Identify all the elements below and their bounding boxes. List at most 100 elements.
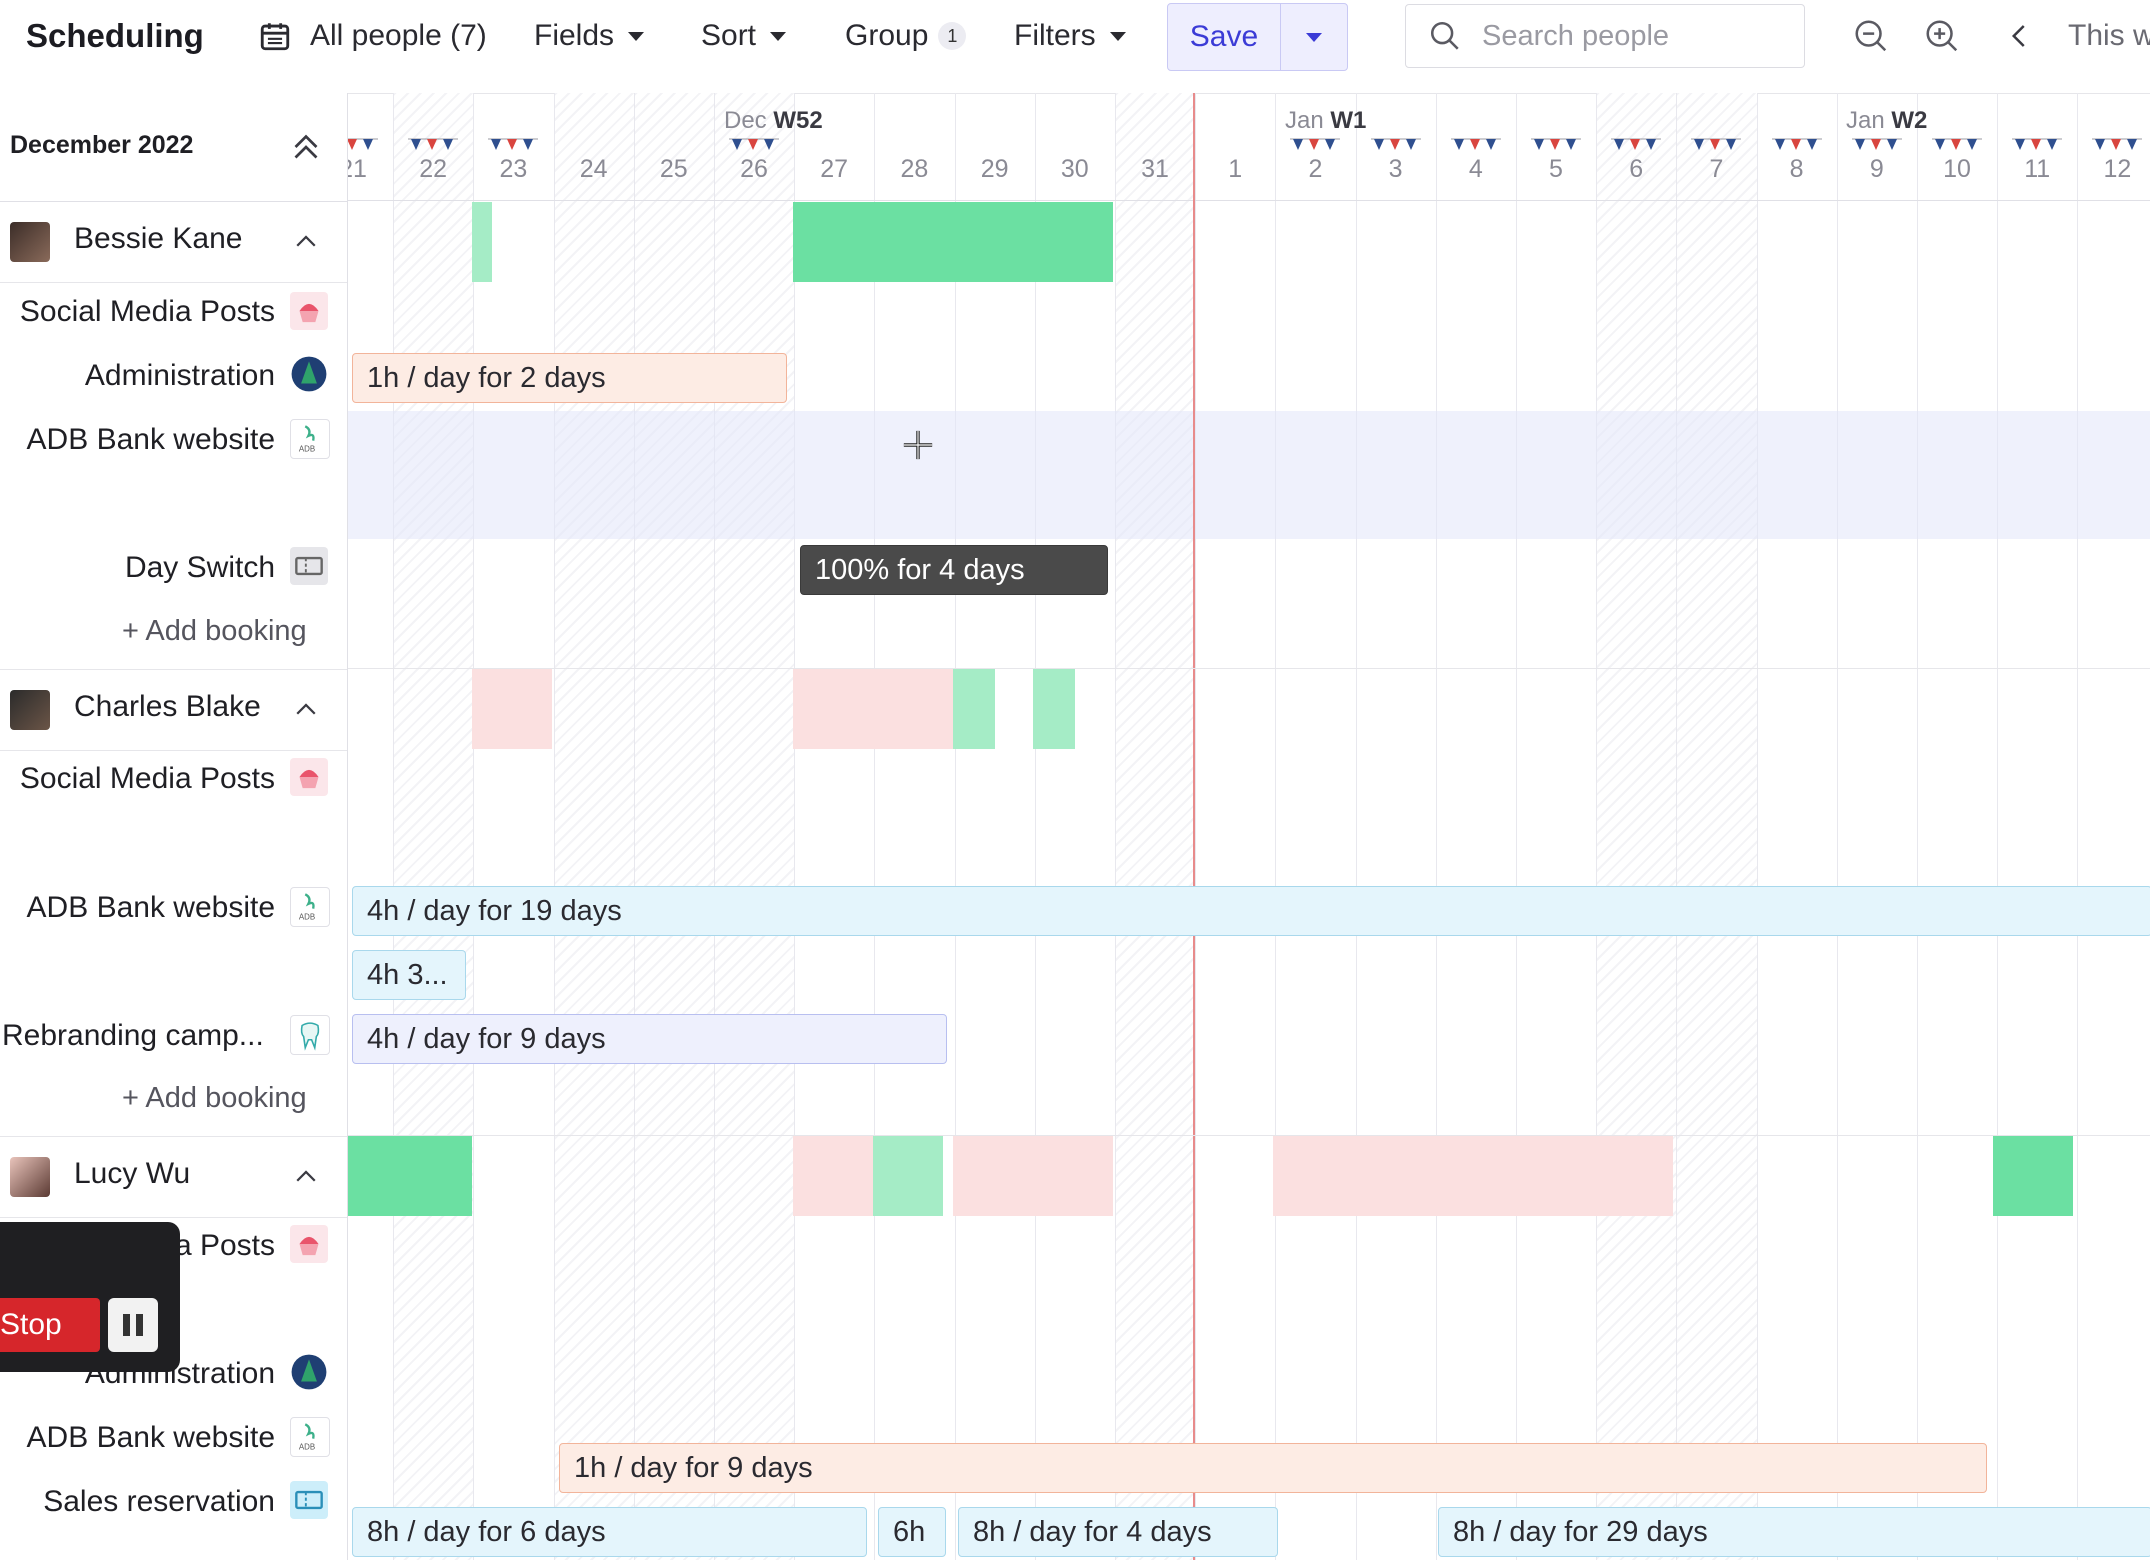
ticket-icon xyxy=(290,1481,328,1519)
booking-bar[interactable]: 4h / day for 19 days xyxy=(352,886,2150,936)
day-label: 23 xyxy=(499,155,528,183)
filters-button[interactable]: Filters xyxy=(1014,0,1126,72)
week-label-w2: Jan W2 xyxy=(1846,107,1928,134)
booking-bar[interactable]: 8h / day for 6 days xyxy=(352,1507,867,1557)
booking-bar[interactable]: 4h / day for 9 days xyxy=(352,1014,947,1064)
day-column[interactable] xyxy=(393,93,475,1560)
day-column[interactable] xyxy=(1516,93,1597,1560)
day-label: 24 xyxy=(579,155,608,183)
day-column[interactable] xyxy=(1756,93,1838,1560)
day-column[interactable] xyxy=(1676,93,1758,1560)
people-filter-button[interactable]: All people (7) xyxy=(258,0,487,72)
day-label: 8 xyxy=(1789,155,1804,183)
day-label: 31 xyxy=(1141,155,1169,183)
svg-text:ADB: ADB xyxy=(299,1443,315,1452)
day-label: 28 xyxy=(900,155,929,183)
day-column[interactable] xyxy=(794,93,875,1560)
bunting-flag-icon xyxy=(2092,138,2143,150)
booking-bar[interactable]: 1h / day for 9 days xyxy=(559,1443,1987,1493)
day-column[interactable] xyxy=(1596,93,1678,1560)
this-week-button[interactable]: This w xyxy=(2068,19,2150,52)
sort-button[interactable]: Sort xyxy=(701,0,787,72)
stop-recording-button[interactable]: Stop xyxy=(0,1298,100,1352)
day-label: 5 xyxy=(1549,155,1563,183)
day-column[interactable] xyxy=(1836,93,1918,1560)
fields-button[interactable]: Fields xyxy=(534,0,645,72)
day-label: 11 xyxy=(2024,155,2051,183)
caret-down-icon xyxy=(628,31,645,41)
booking-bar[interactable]: 6h xyxy=(878,1507,946,1557)
zoom-in-button[interactable] xyxy=(1923,0,1961,72)
schedule-grid[interactable]: Dec W52 Jan W1 Jan W2 212223242526272829… xyxy=(348,93,2150,1560)
month-label: December 2022 xyxy=(10,131,194,159)
zoom-out-icon xyxy=(1855,20,1887,52)
chevron-up-icon[interactable] xyxy=(291,227,321,257)
day-column[interactable] xyxy=(1195,93,1276,1560)
calendar-icon xyxy=(260,23,290,51)
capacity-cell xyxy=(953,669,995,749)
day-column[interactable] xyxy=(874,93,955,1560)
chevron-up-icon[interactable] xyxy=(291,695,321,725)
search-icon xyxy=(1430,21,1459,50)
ticket-icon xyxy=(290,547,328,585)
day-column[interactable] xyxy=(1034,93,1116,1560)
day-label: 29 xyxy=(980,155,1009,183)
day-column[interactable] xyxy=(954,93,1036,1560)
bunting-flag-icon xyxy=(729,138,779,150)
adb-logo-icon: ADB xyxy=(290,419,330,459)
save-button[interactable]: Save xyxy=(1189,20,1259,53)
save-button-group: Save xyxy=(1167,3,1348,71)
save-options-button[interactable] xyxy=(1280,4,1347,70)
person-row-lucy-wu[interactable]: Lucy Wu xyxy=(0,1136,347,1218)
week-label-w52: Dec W52 xyxy=(724,107,823,134)
group-button[interactable]: Group 1 xyxy=(845,0,967,72)
move-cursor-icon xyxy=(903,430,933,460)
day-label: 12 xyxy=(2103,155,2132,183)
previous-period-button[interactable] xyxy=(2005,0,2035,72)
double-chevron-up-icon[interactable] xyxy=(288,129,324,165)
day-label: 9 xyxy=(1869,155,1884,183)
bunting-flag-icon xyxy=(1370,138,1421,150)
zoom-in-icon xyxy=(1926,20,1958,52)
day-column[interactable] xyxy=(348,93,394,1560)
chevron-up-icon[interactable] xyxy=(291,1162,321,1192)
day-column[interactable] xyxy=(1997,93,2078,1560)
day-column[interactable] xyxy=(473,93,554,1560)
screen-recorder-widget: Stop xyxy=(0,1222,180,1372)
tree-icon xyxy=(290,1353,328,1391)
caret-down-icon xyxy=(1306,32,1322,42)
bunting-flag-icon xyxy=(488,138,539,150)
capacity-cell xyxy=(873,1136,943,1216)
add-booking-button[interactable]: + Add booking xyxy=(122,615,307,647)
booking-bar[interactable]: 100% for 4 days xyxy=(800,545,1108,595)
booking-bar[interactable]: 8h / day for 4 days xyxy=(958,1507,1278,1557)
person-row-charles-blake[interactable]: Charles Blake xyxy=(0,669,347,751)
bunting-flag-icon xyxy=(1771,138,1822,150)
day-column[interactable] xyxy=(1115,93,1197,1560)
booking-bar[interactable]: 1h / day for 2 days xyxy=(352,353,787,403)
day-column[interactable] xyxy=(2077,93,2150,1560)
pause-recording-button[interactable] xyxy=(108,1298,158,1352)
booking-bar[interactable]: 8h / day for 29 days xyxy=(1438,1507,2150,1557)
day-column[interactable] xyxy=(1275,93,1356,1560)
day-column[interactable] xyxy=(633,93,715,1560)
group-label: Group xyxy=(845,19,929,52)
search-input[interactable] xyxy=(1480,18,1804,54)
day-column[interactable] xyxy=(1917,93,1998,1560)
capacity-cell xyxy=(793,1136,873,1216)
add-booking-button[interactable]: + Add booking xyxy=(122,1082,307,1114)
day-column[interactable] xyxy=(1355,93,1437,1560)
day-column[interactable] xyxy=(1435,93,1517,1560)
project-label: ADB Bank website xyxy=(26,1421,275,1454)
booking-bar[interactable]: 4h 3... xyxy=(352,950,466,1000)
capacity-cell xyxy=(1033,669,1075,749)
person-row-bessie-kane[interactable]: Bessie Kane xyxy=(0,202,347,283)
zoom-out-button[interactable] xyxy=(1852,0,1890,72)
caret-down-icon xyxy=(1109,31,1126,41)
day-column[interactable] xyxy=(553,93,635,1560)
bunting-flag-icon xyxy=(1290,138,1341,150)
day-label: 2 xyxy=(1308,155,1323,183)
day-label: 22 xyxy=(419,155,448,183)
today-marker xyxy=(1193,93,1195,1560)
day-column[interactable] xyxy=(714,93,796,1560)
